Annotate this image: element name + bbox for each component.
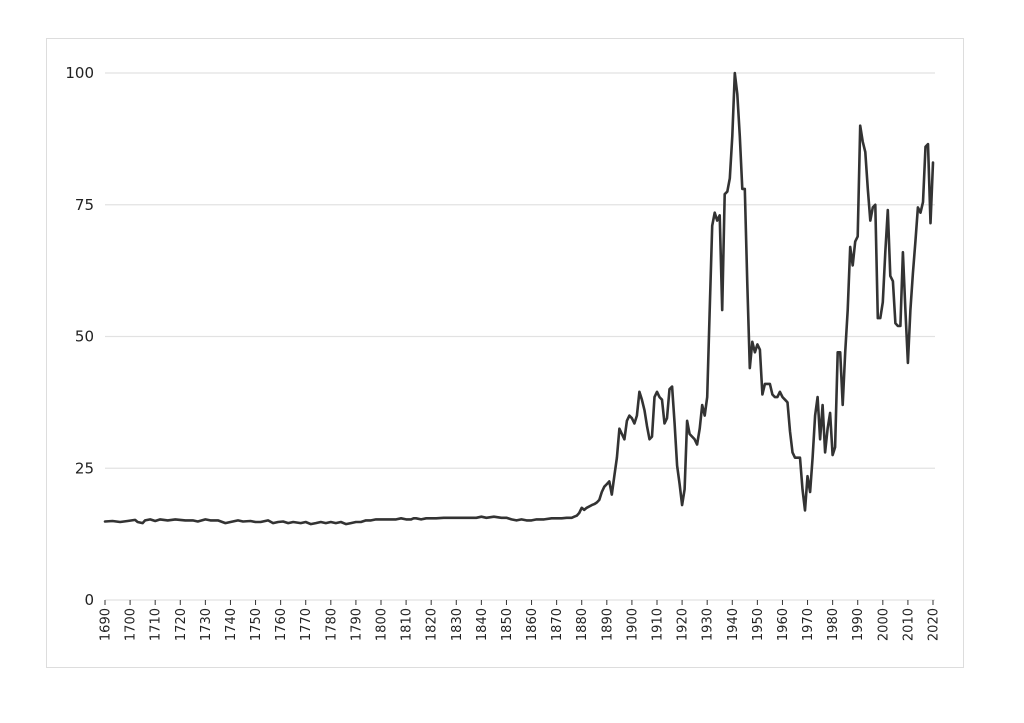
- x-tick-label: 1770: [299, 608, 314, 641]
- x-tick-label: 1900: [625, 608, 640, 641]
- series-line: [103, 71, 935, 526]
- y-tick-label: 50: [75, 328, 94, 346]
- x-tick-label: 1920: [676, 608, 691, 641]
- series-group: [103, 71, 935, 526]
- x-tick-label: 2010: [901, 608, 916, 641]
- x-tick-label: 1940: [726, 608, 741, 641]
- x-tick-label: 1810: [400, 608, 415, 641]
- x-tick-label: 2000: [876, 608, 891, 641]
- x-axis-ticks: 1690 1700 1710 1720 1730 1740 1750 1760 1770 1780…: [99, 600, 942, 641]
- x-tick-label: 1930: [701, 608, 716, 641]
- x-tick-label: 2020: [927, 608, 942, 641]
- x-tick-label: 1970: [801, 608, 816, 641]
- y-tick-label: 100: [65, 64, 94, 82]
- x-tick-label: 1980: [826, 608, 841, 641]
- x-tick-label: 1820: [425, 608, 440, 641]
- y-axis-ticks: 0 25 50 75 100: [65, 64, 94, 609]
- x-tick-label: 1800: [375, 608, 390, 641]
- x-tick-label: 1870: [550, 608, 565, 641]
- x-tick-label: 1960: [776, 608, 791, 641]
- x-tick-label: 1790: [349, 608, 364, 641]
- gridlines: [105, 72, 935, 601]
- x-tick-label: 1720: [174, 608, 189, 641]
- y-tick-label: 25: [75, 459, 94, 477]
- x-tick-label: 1910: [651, 608, 666, 641]
- x-tick-label: 1760: [274, 608, 289, 641]
- x-tick-label: 1710: [149, 608, 164, 641]
- x-tick-label: 1990: [851, 608, 866, 641]
- x-tick-label: 1880: [575, 608, 590, 641]
- x-tick-label: 1950: [751, 608, 766, 641]
- x-tick-label: 1890: [600, 608, 615, 641]
- x-tick-label: 1860: [525, 608, 540, 641]
- x-tick-label: 1730: [199, 608, 214, 641]
- y-tick-label: 75: [75, 196, 94, 214]
- y-tick-label: 0: [84, 591, 94, 609]
- x-tick-label: 1740: [224, 608, 239, 641]
- x-tick-label: 1840: [475, 608, 490, 641]
- x-tick-label: 1750: [249, 608, 264, 641]
- x-tick-label: 1690: [99, 608, 114, 641]
- x-tick-label: 1780: [324, 608, 339, 641]
- x-tick-label: 1850: [500, 608, 515, 641]
- x-tick-label: 1830: [450, 608, 465, 641]
- chart-frame: [46, 38, 964, 668]
- x-tick-label: 1700: [124, 608, 139, 641]
